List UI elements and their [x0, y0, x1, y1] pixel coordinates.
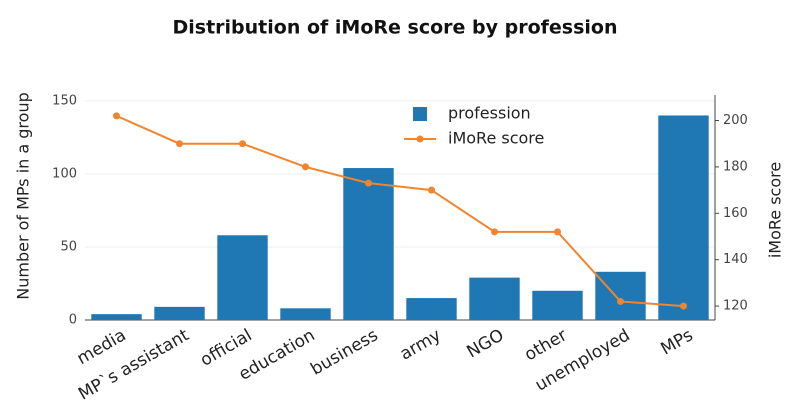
y-tick-label: 100 — [52, 166, 77, 181]
bar — [217, 235, 268, 320]
point — [302, 163, 309, 171]
point — [113, 112, 120, 120]
point — [680, 302, 687, 310]
x-tick-label: NGO — [463, 325, 507, 362]
y-tick-label: 50 — [60, 239, 77, 254]
x-tick-label: army — [397, 325, 445, 364]
bar — [406, 298, 457, 320]
y-tick-label: 0 — [69, 313, 77, 328]
y2-tick-label: 120 — [723, 299, 748, 314]
legend-label: iMoRe score — [448, 129, 544, 148]
y2-axis-title: iMoRe score — [766, 162, 785, 258]
bar — [154, 306, 205, 320]
line — [116, 114, 684, 308]
bar — [469, 277, 520, 320]
bar — [532, 290, 583, 320]
y2-tick-label: 200 — [723, 113, 748, 128]
legend-swatch — [416, 135, 424, 143]
point — [176, 140, 183, 148]
point — [239, 140, 246, 148]
bar — [343, 168, 394, 320]
legend-swatch — [413, 107, 427, 121]
y2-tick-label: 180 — [723, 159, 748, 174]
bar — [280, 308, 331, 320]
x-tick-label: MPs — [658, 325, 697, 359]
y-axis-title: Number of MPs in a group — [14, 92, 33, 300]
y2-tick-label: 160 — [723, 206, 748, 221]
bar — [91, 314, 142, 320]
y-tick-label: 150 — [52, 93, 77, 108]
bar — [595, 271, 646, 320]
y2-tick-label: 140 — [723, 252, 748, 267]
point — [617, 297, 624, 305]
point — [554, 228, 561, 236]
point — [491, 228, 498, 236]
chart-title: Distribution of iMoRe score by professio… — [173, 17, 618, 39]
point — [428, 186, 435, 194]
point — [365, 179, 372, 187]
legend-label: profession — [448, 104, 531, 123]
x-tick-label: business — [307, 325, 381, 379]
bar — [658, 115, 709, 320]
